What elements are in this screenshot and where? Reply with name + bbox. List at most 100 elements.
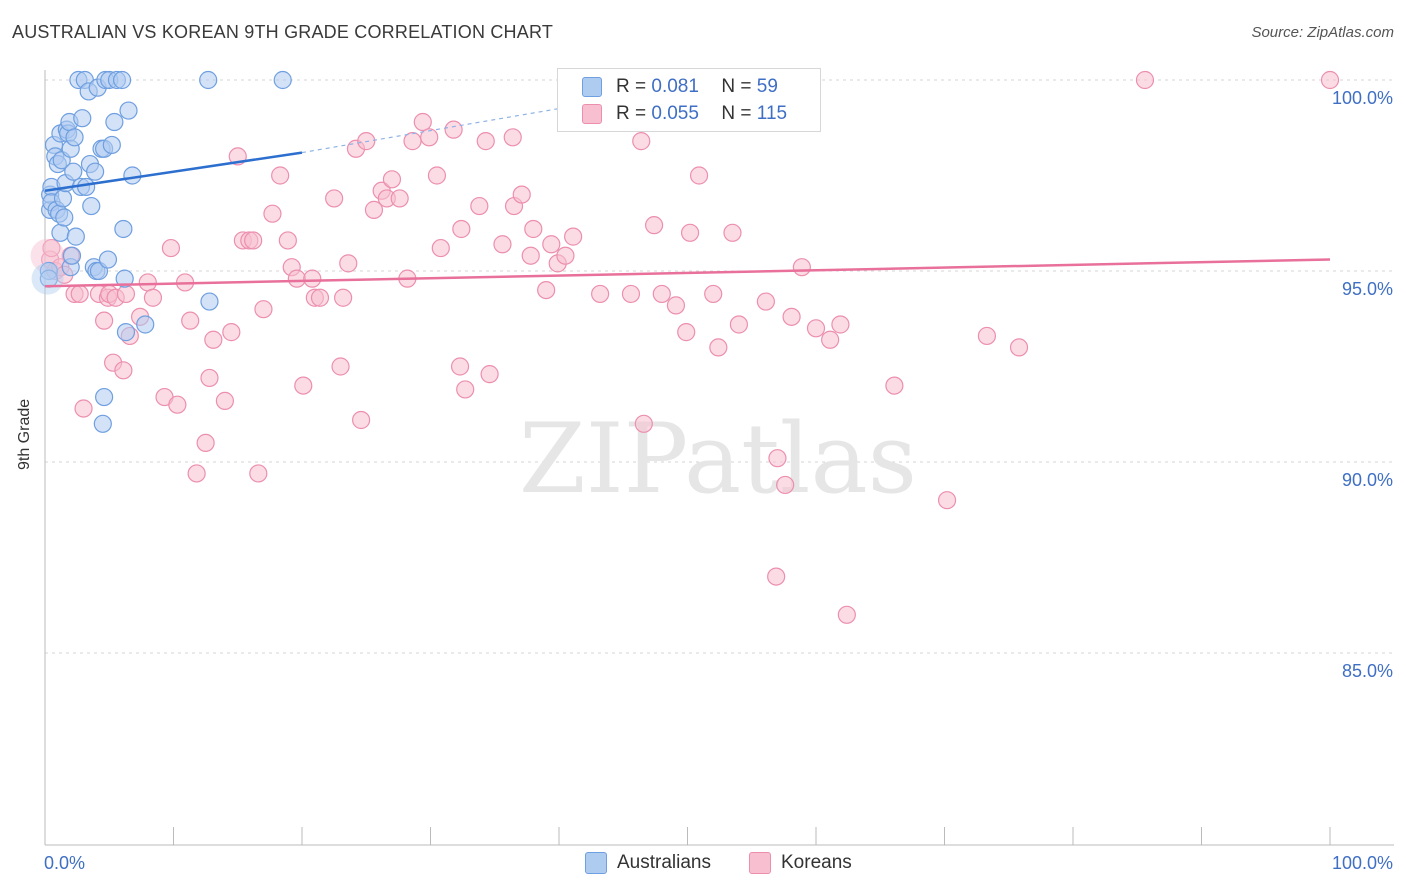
australians-points	[31, 70, 292, 433]
korean-point	[524, 219, 543, 239]
series-legend-koreans[interactable]: Koreans	[749, 852, 852, 874]
korean-point	[215, 391, 234, 410]
legend-r-value: 0.081	[651, 76, 699, 97]
korean-point	[334, 288, 353, 307]
korean-point	[521, 246, 540, 265]
gridlines	[45, 79, 1394, 654]
korean-point	[644, 216, 664, 235]
korean-point	[143, 288, 163, 307]
australian-point	[82, 196, 101, 216]
korean-point	[427, 166, 447, 185]
y-tick-label: 85.0%	[1342, 661, 1393, 681]
australian-point	[123, 166, 142, 185]
korean-point	[476, 132, 495, 151]
australian-point	[93, 414, 112, 433]
korean-point	[294, 376, 313, 395]
korean-point	[756, 292, 775, 311]
australian-point	[64, 162, 83, 181]
korean-point	[444, 120, 463, 139]
series-label-australians: Australians	[617, 852, 711, 873]
korean-point	[704, 284, 723, 304]
korean-point	[278, 231, 297, 250]
korean-point	[564, 227, 583, 246]
korean-point	[689, 166, 709, 185]
korean-point	[413, 112, 432, 132]
australian-point	[86, 162, 105, 181]
korean-point	[512, 185, 531, 204]
x-tick-label: 100.0%	[1332, 853, 1393, 873]
korean-point	[768, 449, 787, 468]
korean-point	[204, 330, 223, 349]
legend-n-label: N =	[721, 103, 752, 124]
korean-point	[470, 196, 489, 216]
korean-point	[885, 376, 904, 395]
korean-point	[70, 284, 89, 304]
korean-point	[767, 567, 786, 586]
korean-point	[831, 315, 850, 334]
australian-point	[199, 70, 218, 90]
korean-point	[977, 326, 997, 346]
korean-point	[503, 128, 522, 147]
source-label: Source: ZipAtlas.com	[1251, 24, 1394, 41]
australian-point	[200, 292, 219, 311]
korean-point	[161, 238, 181, 258]
australian-point	[55, 208, 74, 227]
korean-point	[632, 132, 651, 151]
korean-point	[621, 284, 641, 304]
korean-point	[263, 204, 282, 223]
korean-point	[452, 219, 471, 239]
korean-point	[244, 231, 263, 250]
korean-point	[187, 464, 206, 483]
korean-point	[114, 361, 133, 380]
australian-point	[62, 246, 82, 265]
australian-point	[112, 70, 132, 90]
korean-point	[652, 284, 671, 304]
stats-legend: R = 0.081 N = 59 R = 0.055 N = 115	[557, 68, 821, 132]
korean-point	[196, 433, 215, 452]
korean-point	[456, 380, 475, 399]
korean-point	[634, 414, 653, 433]
legend-row-koreans: R = 0.055 N = 115	[582, 101, 787, 127]
korean-point	[556, 246, 575, 265]
korean-point	[287, 269, 306, 288]
y-tick-labels: 85.0% 90.0% 95.0% 100.0%	[1332, 88, 1393, 681]
korean-point	[420, 128, 439, 147]
legend-r-value: 0.055	[651, 103, 699, 124]
korean-point	[537, 281, 556, 300]
korean-point	[390, 189, 409, 208]
australian-point-cluster	[31, 262, 64, 295]
legend-swatch-pink	[582, 104, 602, 124]
korean-point-cluster	[30, 238, 65, 273]
australian-point	[105, 112, 124, 132]
legend-r-label: R =	[616, 76, 647, 97]
korean-point	[168, 395, 187, 414]
korean-point	[325, 189, 344, 208]
korean-point	[776, 475, 795, 495]
korean-point	[792, 258, 811, 277]
korean-point	[222, 323, 241, 342]
korean-point	[42, 238, 61, 258]
x-tick-label: 0.0%	[44, 853, 85, 873]
australian-point	[119, 101, 138, 120]
australian-point	[98, 250, 118, 269]
korean-point	[382, 170, 402, 189]
korean-point	[431, 238, 450, 258]
series-legend-australians[interactable]: Australians	[585, 852, 711, 874]
korean-point	[310, 288, 330, 307]
korean-point	[591, 284, 610, 304]
korean-point	[116, 284, 136, 304]
korean-point	[200, 368, 219, 388]
legend-r-label: R =	[616, 103, 647, 124]
australian-point	[51, 223, 70, 242]
korean-point	[138, 273, 157, 292]
korean-point	[1135, 70, 1155, 90]
korean-point	[542, 235, 561, 254]
korean-point	[709, 338, 728, 357]
koreans-points	[30, 70, 1340, 624]
series-swatch-blue	[585, 852, 607, 874]
legend-n-value: 59	[756, 76, 778, 97]
korean-point	[680, 223, 700, 242]
australian-point	[114, 219, 133, 239]
korean-point	[331, 357, 350, 376]
